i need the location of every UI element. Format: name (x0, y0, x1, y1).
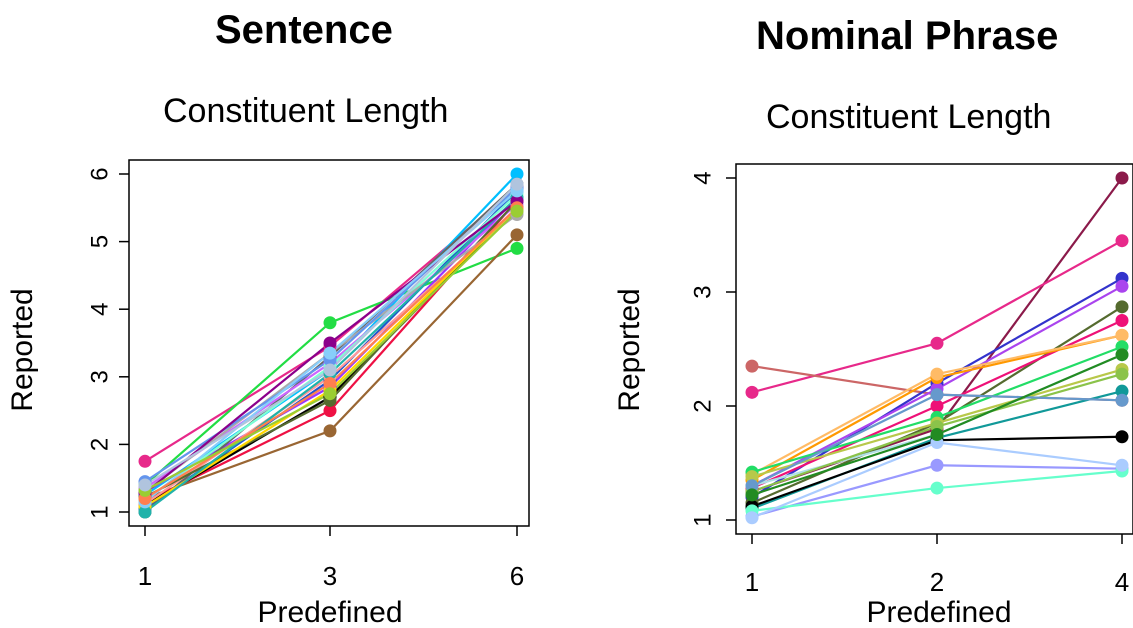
y-tick-label: 2 (87, 438, 114, 451)
x-tick-label: 4 (1115, 567, 1129, 597)
chart-subtitle: Constituent Length (766, 98, 1052, 136)
data-point (323, 346, 337, 360)
data-point (1115, 328, 1129, 342)
data-point (930, 458, 944, 472)
data-point (138, 505, 152, 519)
data-point (323, 387, 337, 401)
data-point (1115, 348, 1129, 362)
chart-title: Nominal Phrase (756, 14, 1059, 58)
data-point (1115, 384, 1129, 398)
x-tick-label: 1 (745, 567, 759, 597)
data-point (930, 336, 944, 350)
data-point (323, 363, 337, 377)
data-point (930, 428, 944, 441)
data-point (745, 511, 759, 525)
data-point (930, 399, 944, 413)
x-tick-label: 6 (510, 561, 524, 591)
x-tick-label: 3 (323, 561, 337, 591)
x-axis-label: Predefined (257, 596, 402, 628)
data-point (1115, 430, 1129, 444)
data-point (745, 385, 759, 399)
data-point (1115, 171, 1129, 185)
data-point (323, 404, 337, 418)
y-tick-label: 3 (690, 285, 717, 298)
data-point (930, 367, 944, 381)
y-tick-label: 4 (87, 303, 114, 316)
data-point (1115, 300, 1129, 314)
data-point (745, 479, 759, 493)
y-axis-label: Reported (613, 288, 646, 411)
x-tick-label: 2 (930, 567, 944, 597)
y-tick-label: 3 (87, 370, 114, 383)
data-point (745, 470, 759, 484)
y-tick-label: 1 (87, 505, 114, 518)
y-tick-label: 6 (87, 167, 114, 180)
data-point (323, 336, 337, 350)
y-tick-label: 1 (690, 513, 717, 526)
data-point (323, 377, 337, 391)
data-point (510, 228, 524, 242)
data-point (1115, 393, 1129, 407)
data-point (510, 177, 524, 191)
data-point (510, 167, 524, 181)
data-point (1115, 367, 1129, 381)
plot-frame (128, 159, 530, 527)
x-axis-label: Predefined (866, 596, 1011, 628)
line-chart-nominal-phrase: 1 2 3 4 1 2 4 Predefined Reported (613, 163, 1133, 628)
data-point (1115, 279, 1129, 293)
data-point (138, 478, 152, 492)
data-point (1115, 314, 1129, 327)
y-axis-label: Reported (6, 288, 39, 411)
plot-frame (735, 163, 1133, 535)
chart-panel-nominal-phrase: Nominal Phrase Constituent Length 1 2 3 4 1 2… (566, 0, 1133, 628)
data-point (1115, 458, 1129, 472)
data-point (138, 454, 152, 468)
data-point (510, 241, 524, 255)
data-point (510, 204, 524, 218)
data-point (745, 359, 759, 373)
chart-title: Sentence (215, 8, 393, 52)
data-point (323, 316, 337, 330)
y-tick-label: 5 (87, 235, 114, 248)
data-point (930, 388, 944, 402)
line-chart-sentence: 1 2 3 4 5 6 1 3 6 Predefined Reported (6, 159, 530, 628)
chart-panel-sentence: Sentence Constituent Length 1 2 3 4 5 6 1 3 6 Pre… (0, 0, 566, 628)
chart-subtitle: Constituent Length (163, 92, 449, 130)
y-tick-label: 4 (690, 171, 717, 184)
data-point (1115, 234, 1129, 248)
data-point (745, 488, 759, 502)
data-point (930, 481, 944, 495)
y-tick-label: 2 (690, 399, 717, 412)
x-tick-label: 1 (138, 561, 152, 591)
series-line (144, 183, 518, 486)
data-point (323, 424, 337, 438)
